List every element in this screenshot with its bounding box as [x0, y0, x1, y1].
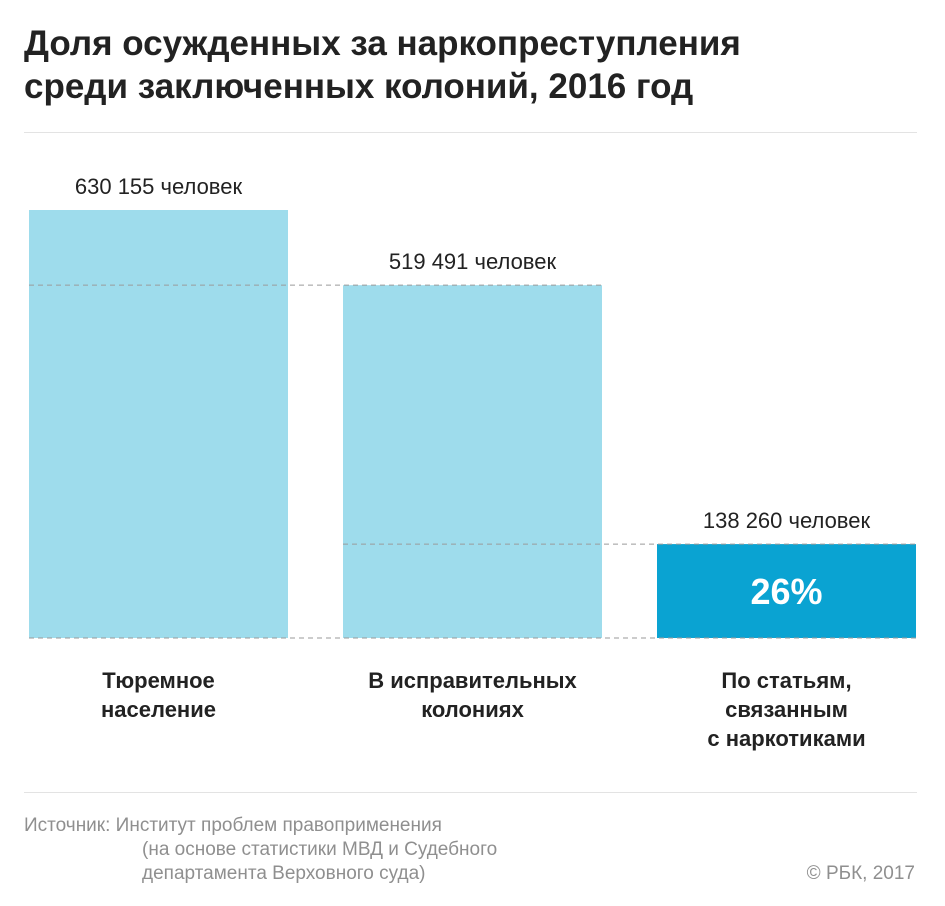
bar-2 — [343, 285, 602, 638]
highlight-percent-label: 26% — [750, 571, 822, 612]
category-label-3-line-2: связанным — [725, 697, 848, 722]
bar-chart: 630 155 человек 519 491 человек 138 260 че… — [29, 174, 916, 751]
category-label-2-line-2: колониях — [421, 697, 524, 722]
category-label-2-line-1: В исправительных — [368, 668, 577, 693]
source-line-2: (на основе статистики МВД и Судебного — [142, 839, 498, 860]
source-line-3: департамента Верховного суда) — [142, 863, 426, 884]
top-divider — [24, 132, 917, 133]
bar-3 — [657, 544, 916, 638]
title-line-1: Доля осужденных за наркопреступления — [24, 24, 741, 63]
category-label-1-line-2: население — [101, 697, 216, 722]
category-label-3-line-3: с наркотиками — [707, 726, 865, 751]
source-note: Источник: Институт проблем правоприменен… — [24, 814, 644, 886]
title-line-2: среди заключенных колоний, 2016 год — [24, 67, 694, 106]
data-label-1: 630 155 человек — [75, 174, 243, 199]
category-label-3-line-1: По статьям, — [721, 668, 851, 693]
source-line-1: Источник: Институт проблем правоприменен… — [24, 815, 442, 836]
copyright-credit: © РБК, 2017 — [806, 863, 915, 884]
chart-title: Доля осужденных за наркопреступления сре… — [24, 22, 924, 108]
category-label-1-line-1: Тюремное — [102, 668, 215, 693]
data-label-3: 138 260 человек — [703, 508, 871, 533]
bottom-divider — [24, 792, 917, 793]
bar-1 — [29, 210, 288, 638]
data-label-2: 519 491 человек — [389, 249, 557, 274]
